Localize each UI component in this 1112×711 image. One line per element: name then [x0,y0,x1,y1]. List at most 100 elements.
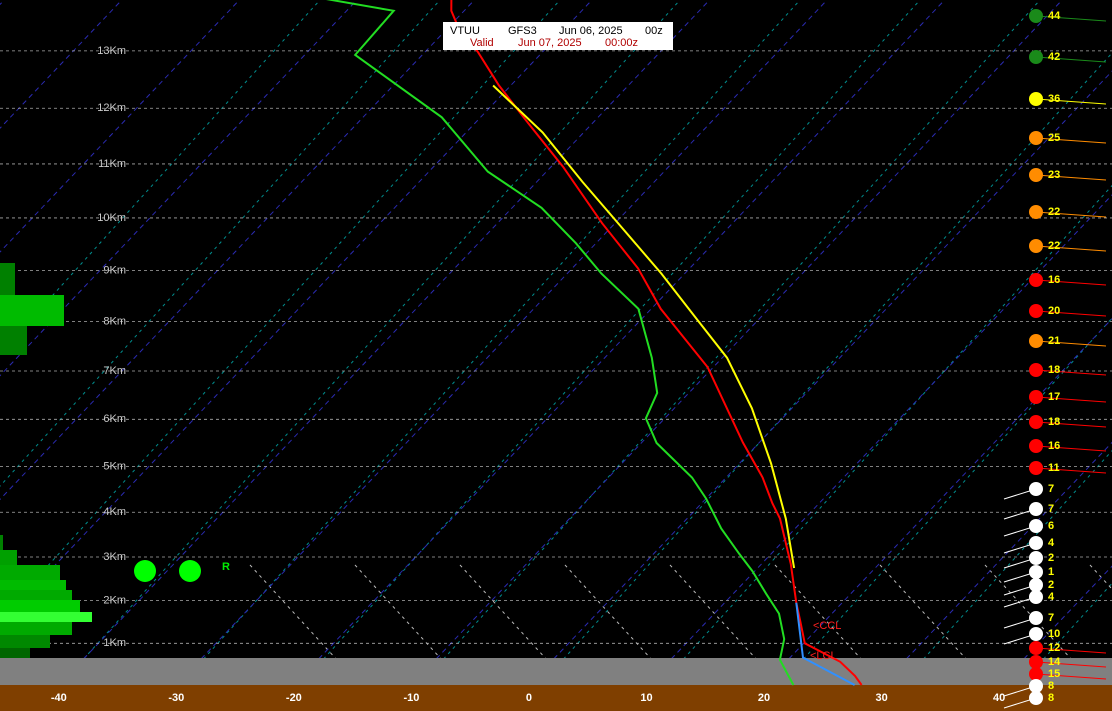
wind-speed: 23 [1048,169,1060,181]
wind-speed: 21 [1048,335,1060,347]
wind-speed: 8 [1048,680,1054,692]
wind-speed: 2 [1048,552,1054,564]
isotherm [0,0,123,129]
profile-line [326,0,795,686]
wind-barb [1035,310,1107,317]
profile-line [492,84,796,569]
grid: 1Km 2Km 3Km 4Km 5Km 6Km 7Km 8Km 9Km 10Km 11Km 12Km 1… [0,45,1112,649]
isotherm [0,0,475,501]
indicator-dot [134,560,156,582]
cloud-bar [0,550,17,565]
y-tick-label: 10Km [97,212,126,224]
wind-dot [1029,611,1043,625]
y-tick-label: 8Km [103,315,126,327]
y-tick-label: 12Km [97,102,126,114]
winds: 4442362523222216202118171816117764212471… [1003,9,1107,709]
wind-dot [1029,482,1043,496]
model: GFS3 [508,25,537,37]
y-tick-label: 9Km [103,264,126,276]
wind-speed: 11 [1048,462,1060,474]
isotherm [998,565,1112,686]
cloud-bar [0,580,66,590]
wind-barb [1035,56,1107,63]
wind-dot [1029,92,1043,106]
wind-barb [1035,15,1107,22]
cloud-bar [0,295,64,326]
wind-speed: 16 [1048,274,1060,286]
wind-dot [1029,239,1043,253]
wind-speed: 18 [1048,416,1060,428]
cloud-bar [0,565,60,580]
y-tick-label: 3Km [103,551,126,563]
y-tick-label: 11Km [98,158,126,170]
wind-speed: 25 [1048,132,1060,144]
y-tick-label: 6Km [103,413,126,425]
profiles [326,0,863,686]
wind-speed: 22 [1048,240,1060,252]
header-box: VTUU GFS3 Jun 06, 2025 00z Valid Jun 07,… [443,22,673,50]
wind-barb [1035,661,1107,668]
wind-barb [1035,245,1107,252]
cloud-bar [0,326,27,355]
cloud-bar [0,612,92,622]
wind-dot [1029,9,1043,23]
profile-line [795,602,856,686]
isotherm [881,441,1112,686]
isotherm [411,0,1063,686]
cloud-bar [0,635,50,648]
wind-dot [1029,519,1043,533]
wind-speed: 10 [1048,628,1060,640]
wind-dot [1029,390,1043,404]
x-tick-label: -20 [286,692,302,704]
x-tick-label: -10 [403,692,419,704]
wind-barb [1035,279,1107,286]
wind-dot [1029,641,1043,655]
wind-barb [1035,445,1107,452]
valid-label: Valid [470,37,494,49]
cloud-bar [0,622,72,635]
annotation: R [222,561,230,573]
axis-band [0,685,1112,711]
wind-speed: 7 [1048,503,1054,515]
isotherm [763,318,1112,686]
annotation: <LCL [810,650,837,662]
wind-barb [1035,137,1107,144]
x-tick-label: 30 [875,692,887,704]
wind-dot [1029,667,1043,681]
wind-speed: 20 [1048,305,1060,317]
x-tick-label: 20 [758,692,770,704]
x-tick-label: -40 [51,692,67,704]
wind-dot [1029,502,1043,516]
wind-barb [1035,211,1107,218]
wind-speed: 44 [1048,10,1061,22]
x-tick-label: -30 [168,692,184,704]
isotherm [528,70,1112,686]
isotherm [175,0,828,686]
wind-dot [1029,131,1043,145]
wind-dot [1029,334,1043,348]
wind-barb [1035,98,1107,105]
cloud-bar [0,263,15,295]
ground-band [0,658,1112,685]
wind-barb [1035,421,1107,428]
cloud-bar [0,590,72,600]
wind-barb [1035,174,1107,181]
isotherm [0,0,358,377]
wind-dot [1029,655,1043,669]
wind-dot [1029,415,1043,429]
wind-speed: 22 [1048,206,1060,218]
y-tick-label: 1Km [103,637,126,649]
run-hour: 00z [645,25,663,37]
wind-speed: 16 [1048,440,1060,452]
wind-dot [1029,461,1043,475]
wind-barb [1035,467,1107,474]
x-tick-label: 10 [640,692,652,704]
wind-speed: 7 [1048,612,1054,624]
wind-speed: 7 [1048,483,1054,495]
cloud-bar [0,648,30,658]
wind-speed: 4 [1048,591,1055,603]
annotation: <CCL [813,620,841,632]
